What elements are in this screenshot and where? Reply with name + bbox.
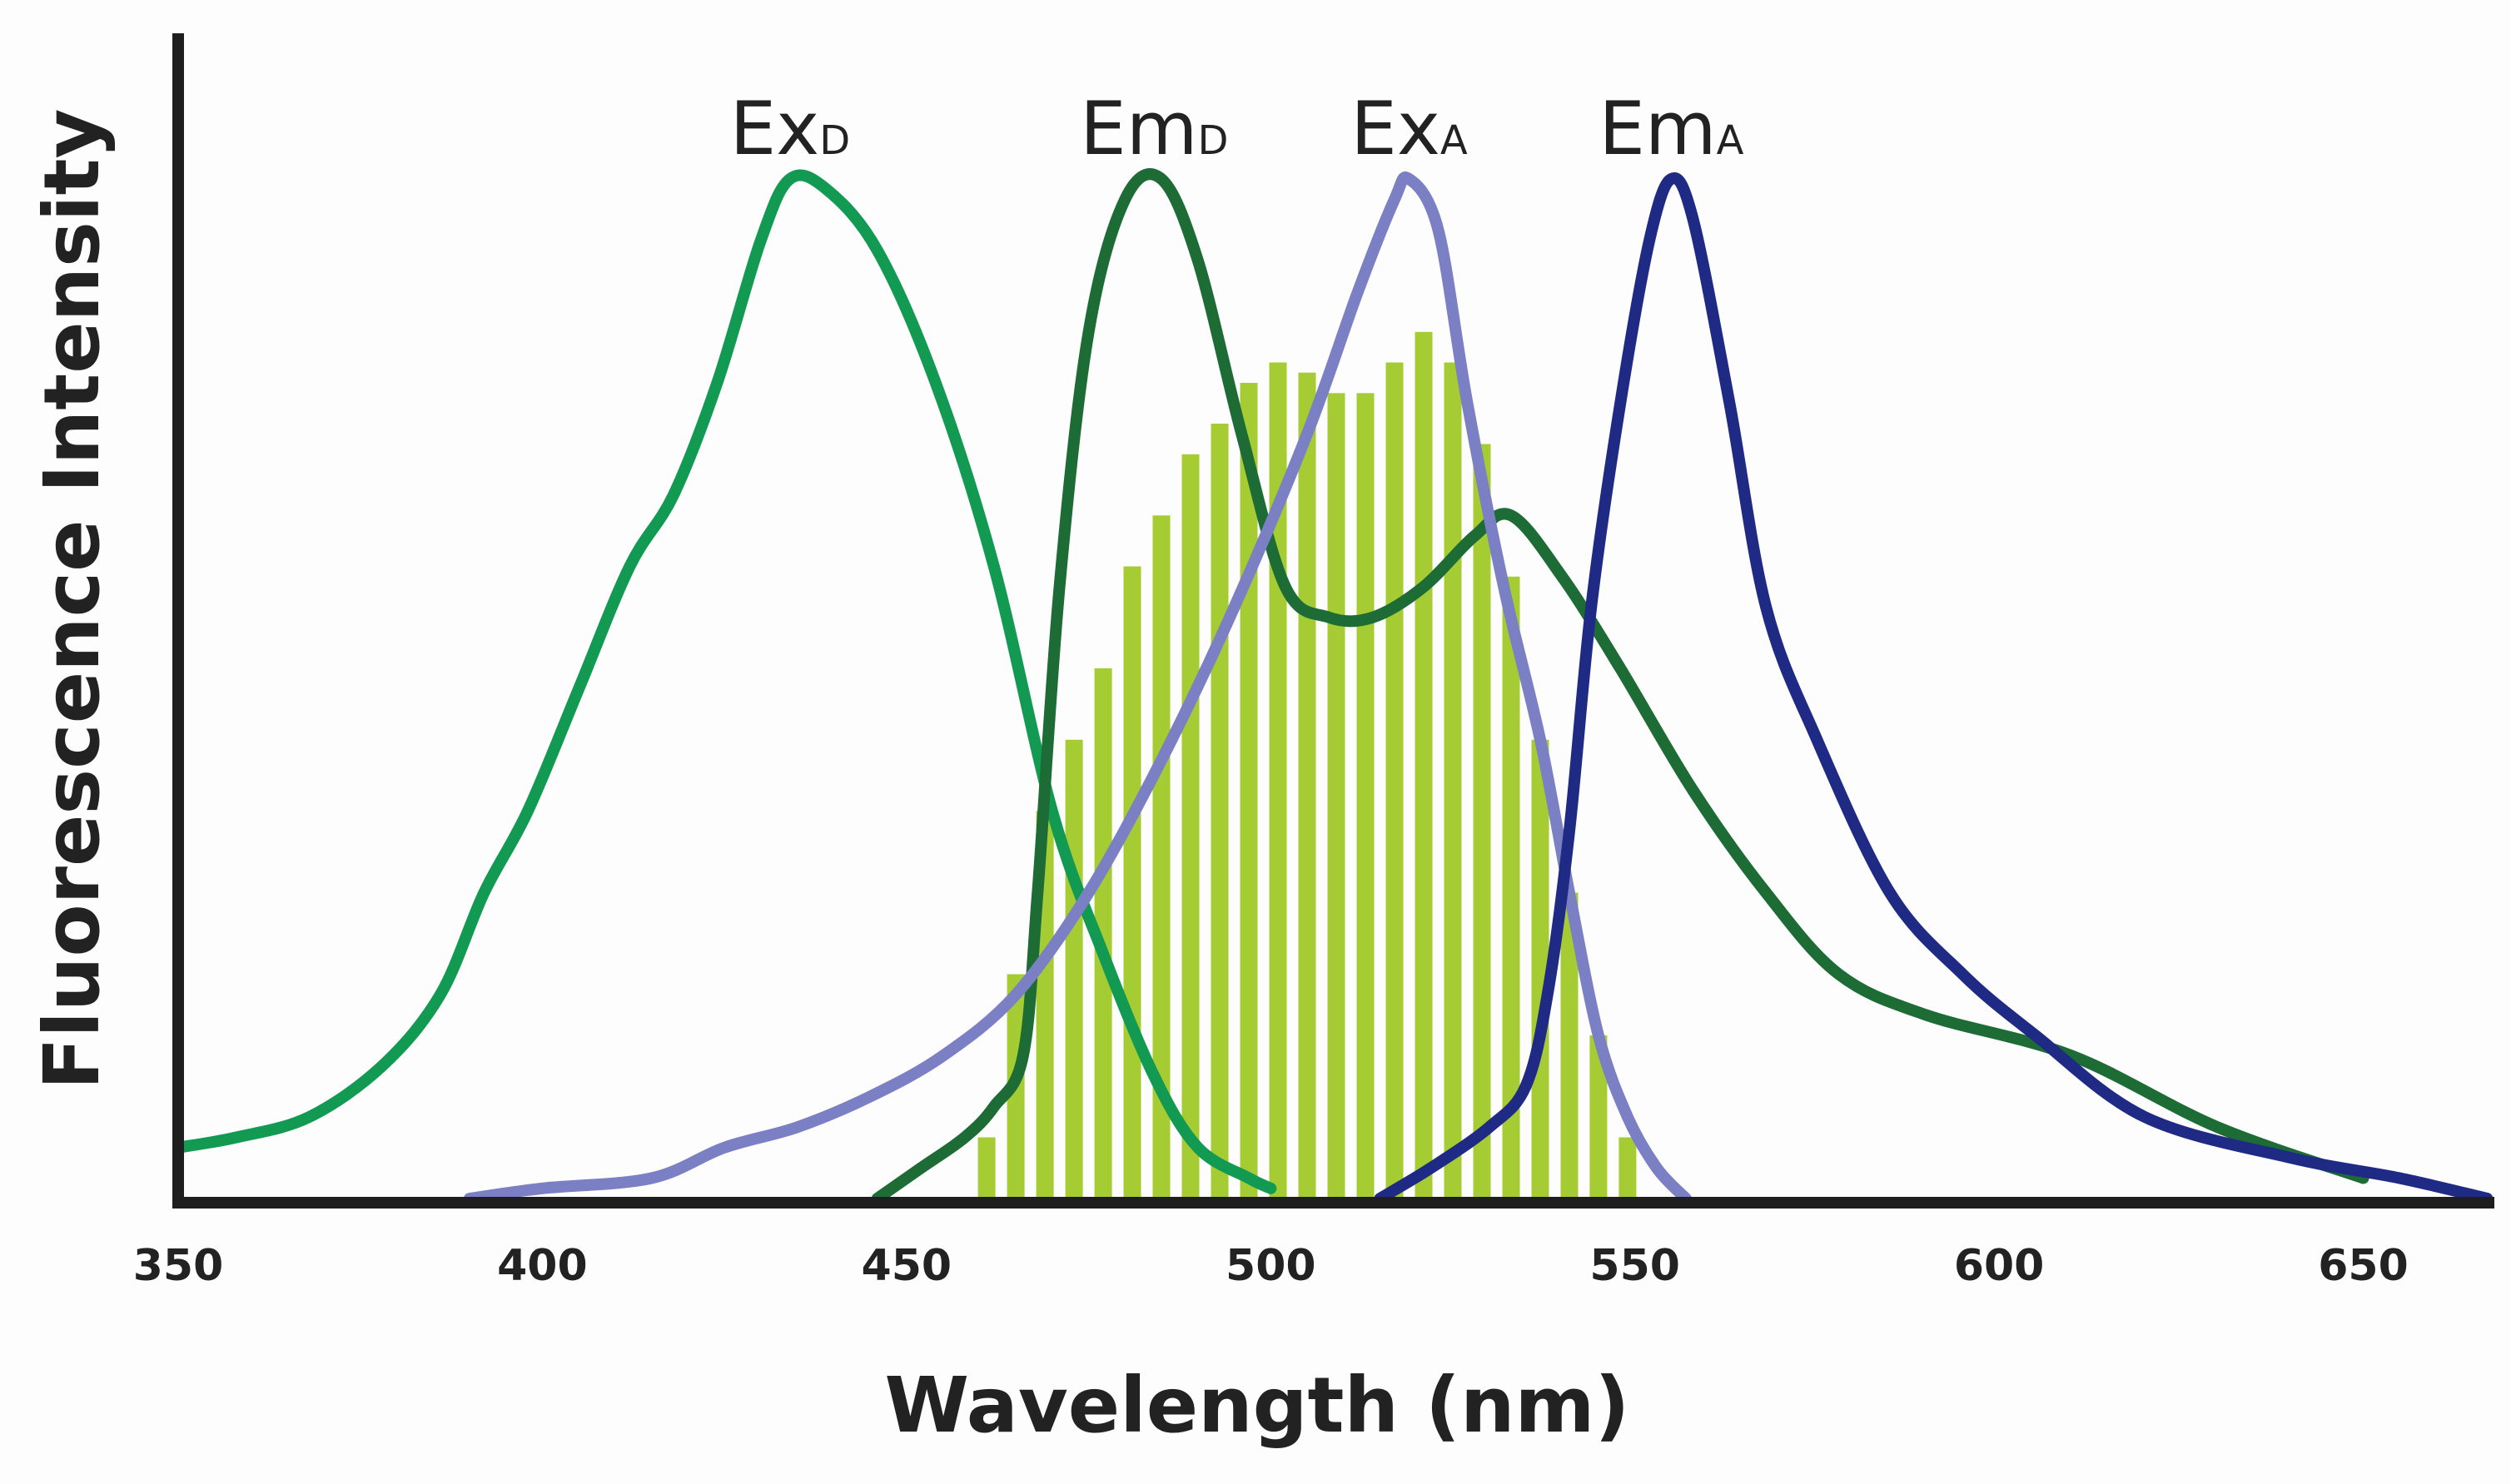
overlap-bar bbox=[1298, 372, 1316, 1199]
series-label-subscript: A bbox=[1717, 117, 1744, 164]
overlap-bar bbox=[1181, 454, 1200, 1199]
overlap-bar bbox=[1531, 739, 1549, 1199]
series-label-EmD: EmD bbox=[1080, 86, 1228, 171]
overlap-bar bbox=[1473, 444, 1491, 1199]
y-axis-title: Fluorescence Intensity bbox=[27, 109, 117, 1090]
x-tick-label: 500 bbox=[1226, 1241, 1316, 1291]
x-tick-label: 650 bbox=[2318, 1241, 2409, 1291]
overlap-bar bbox=[1123, 566, 1141, 1199]
overlap-bar bbox=[1327, 393, 1345, 1199]
series-line-EmA bbox=[1374, 172, 2494, 1204]
x-tick-label: 550 bbox=[1589, 1241, 1680, 1291]
series-line-EmD bbox=[871, 168, 2369, 1204]
series-label-main: Em bbox=[1080, 86, 1197, 171]
x-axis-title: Wavelength (nm) bbox=[885, 1361, 1630, 1450]
overlap-bar bbox=[1094, 668, 1112, 1199]
overlap-bar bbox=[1385, 362, 1404, 1199]
series-label-subscript: A bbox=[1440, 117, 1468, 164]
series-label-subscript: D bbox=[1197, 117, 1228, 164]
series-label-subscript: D bbox=[819, 117, 850, 164]
x-tick-labels: 350 400 450 500 550 600 650 bbox=[133, 1241, 2409, 1291]
overlap-bar bbox=[1211, 424, 1229, 1199]
x-tick-label: 400 bbox=[497, 1241, 588, 1291]
overlap-bar bbox=[1618, 1137, 1637, 1199]
overlap-bar bbox=[1589, 1035, 1608, 1199]
overlap-bar bbox=[1356, 393, 1375, 1199]
overlap-bar bbox=[1065, 739, 1083, 1199]
overlap-bar bbox=[977, 1137, 996, 1199]
overlap-bar bbox=[1152, 515, 1171, 1199]
series-labels: ExD EmD ExA EmA bbox=[730, 86, 1744, 171]
series-line-ExD bbox=[172, 169, 1277, 1194]
series-label-main: Em bbox=[1599, 86, 1716, 171]
series-label-main: Ex bbox=[730, 86, 820, 171]
overlap-bar bbox=[1444, 362, 1462, 1199]
series-label-main: Ex bbox=[1350, 86, 1440, 171]
x-tick-label: 350 bbox=[133, 1241, 224, 1291]
series-label-EmA: EmA bbox=[1599, 86, 1743, 171]
series-label-ExA: ExA bbox=[1350, 86, 1468, 171]
series-label-ExD: ExD bbox=[730, 86, 851, 171]
x-tick-label: 450 bbox=[862, 1241, 952, 1291]
series-layer bbox=[172, 168, 2494, 1204]
overlap-bar bbox=[1560, 892, 1579, 1199]
overlap-bar bbox=[1415, 331, 1433, 1199]
x-tick-label: 600 bbox=[1954, 1241, 2045, 1291]
overlap-bar bbox=[1502, 576, 1520, 1199]
